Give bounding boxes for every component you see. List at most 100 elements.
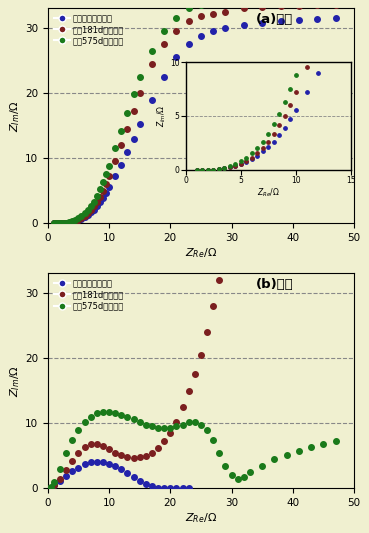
Point xyxy=(51,219,57,228)
Point xyxy=(57,465,63,473)
Point xyxy=(100,458,106,466)
Point xyxy=(48,483,54,492)
Point xyxy=(112,461,118,470)
Point xyxy=(259,0,265,3)
Point xyxy=(173,27,179,35)
Point xyxy=(82,209,87,218)
Point xyxy=(173,422,179,431)
Point xyxy=(100,178,106,187)
Point xyxy=(210,302,216,310)
Legend: 未经存储电池阴极, 存储181d电池阴极, 存储575d电池阴极: 未经存储电池阴极, 存储181d电池阴极, 存储575d电池阴极 xyxy=(52,12,126,47)
Point xyxy=(88,458,94,466)
Point xyxy=(124,413,130,421)
Point xyxy=(143,421,149,429)
Point xyxy=(131,454,137,462)
Point xyxy=(235,474,241,483)
Point xyxy=(75,215,81,224)
Point xyxy=(103,188,109,197)
Point xyxy=(63,466,69,474)
Point xyxy=(161,484,167,492)
Point xyxy=(88,440,94,448)
Point xyxy=(149,46,155,55)
Point xyxy=(57,474,63,483)
Point xyxy=(112,409,118,417)
Point xyxy=(186,484,192,492)
Point xyxy=(88,206,94,214)
Point xyxy=(57,219,63,228)
Text: (b)阳极: (b)阳极 xyxy=(256,278,294,290)
Point xyxy=(296,16,302,25)
Point xyxy=(210,27,216,35)
Point xyxy=(60,219,66,228)
Point xyxy=(97,192,103,201)
Point xyxy=(48,483,54,491)
Point xyxy=(63,448,69,457)
Point xyxy=(63,219,69,227)
Point xyxy=(210,0,216,6)
Point xyxy=(131,134,137,143)
Point xyxy=(118,160,124,169)
Point xyxy=(106,445,112,454)
Point xyxy=(57,219,63,228)
Point xyxy=(241,472,247,481)
Point xyxy=(290,0,296,2)
Point xyxy=(155,444,161,453)
Point xyxy=(94,198,100,206)
Point xyxy=(69,457,75,465)
Legend: 未经存储电池阳极, 存储181d电池阳极, 存储575d电池阳极: 未经存储电池阳极, 存储181d电池阳极, 存储575d电池阳极 xyxy=(52,278,126,312)
Point xyxy=(168,484,173,492)
Point xyxy=(106,172,112,181)
Point xyxy=(277,0,283,3)
Point xyxy=(63,219,69,227)
Point xyxy=(124,108,130,117)
Point xyxy=(112,144,118,152)
Point xyxy=(60,219,66,228)
Point xyxy=(46,484,52,492)
Point xyxy=(69,467,75,475)
Point xyxy=(149,448,155,457)
Point xyxy=(131,90,137,99)
Point xyxy=(277,17,283,26)
Point xyxy=(100,442,106,450)
Point xyxy=(241,256,247,265)
Point xyxy=(75,463,81,472)
Point xyxy=(118,141,124,149)
Point xyxy=(186,418,192,426)
Point xyxy=(223,256,228,265)
Point xyxy=(97,198,103,207)
Point xyxy=(149,59,155,68)
Point xyxy=(82,460,87,469)
Point xyxy=(66,219,72,227)
Point xyxy=(75,214,81,222)
X-axis label: $Z_{Re}$/Ω: $Z_{Re}$/Ω xyxy=(185,511,217,524)
Point xyxy=(131,107,137,116)
Point xyxy=(259,19,265,27)
Point xyxy=(75,448,81,457)
Y-axis label: $Z_{Im}$/Ω: $Z_{Im}$/Ω xyxy=(8,100,22,132)
Point xyxy=(82,212,87,220)
Point xyxy=(173,484,179,492)
Point xyxy=(106,183,112,192)
Point xyxy=(161,424,167,433)
Point xyxy=(204,425,210,434)
Point xyxy=(161,72,167,81)
Point xyxy=(198,31,204,40)
Point xyxy=(173,418,179,426)
Point xyxy=(131,415,137,424)
Point xyxy=(88,202,94,211)
Point xyxy=(51,481,57,489)
Point xyxy=(63,219,69,227)
Point xyxy=(79,214,85,223)
Point xyxy=(155,424,161,432)
Point xyxy=(79,212,85,220)
Point xyxy=(155,484,161,492)
Point xyxy=(54,219,60,228)
Point xyxy=(63,472,69,480)
Point xyxy=(137,418,142,426)
Point xyxy=(79,214,85,222)
Point xyxy=(54,219,60,228)
Text: (a)阴极: (a)阴极 xyxy=(256,13,293,26)
Point xyxy=(51,478,57,486)
Point xyxy=(296,2,302,10)
Point xyxy=(88,208,94,216)
